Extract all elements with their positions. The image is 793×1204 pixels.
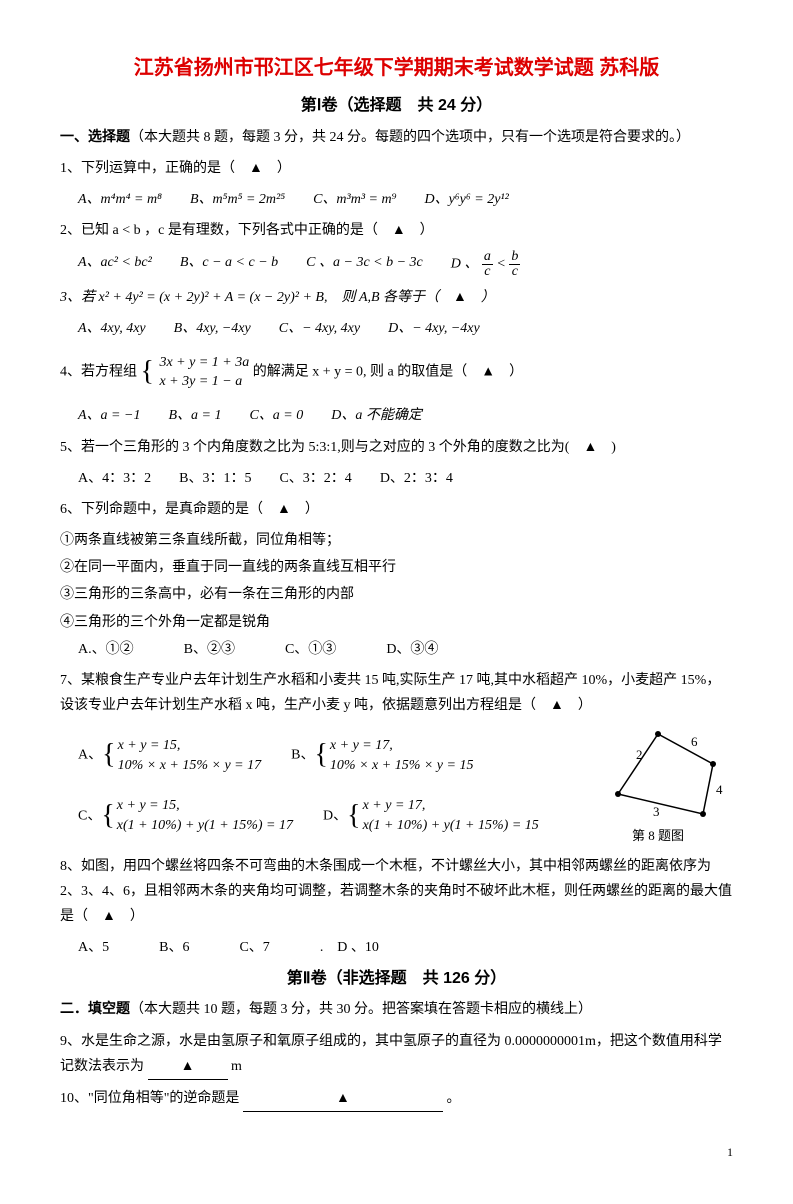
q2-d-lt: < bbox=[496, 256, 509, 271]
q2-opt-c: C 、a − 3c < b − 3c bbox=[306, 250, 423, 279]
q6-opt-d: D、③④ bbox=[386, 637, 438, 662]
q8-figure: 2 6 4 3 第 8 题图 bbox=[583, 724, 733, 847]
q7-a-l1: x + y = 15, bbox=[118, 736, 262, 756]
q2-opt-b: B、c − a < c − b bbox=[180, 250, 278, 279]
exam-title: 江苏省扬州市邗江区七年级下学期期末考试数学试题 苏科版 bbox=[60, 50, 733, 86]
q7-c-l1: x + y = 15, bbox=[117, 796, 293, 816]
q2-d-d2: c bbox=[509, 265, 520, 279]
q4-options: A、a = −1 B、a = 1 C、a = 0 D、a 不能确定 bbox=[78, 403, 733, 428]
q7-opt-d: D、{x + y = 17,x(1 + 10%) + y(1 + 15%) = … bbox=[323, 791, 539, 841]
q4-opt-c: C、a = 0 bbox=[249, 403, 303, 428]
fig-label-3: 3 bbox=[653, 804, 660, 819]
q5-opt-b: B、3：1：5 bbox=[179, 466, 251, 491]
q3-opt-b: B、4xy, −4xy bbox=[174, 316, 251, 341]
part2-header: 第Ⅱ卷（非选择题 共 126 分） bbox=[60, 965, 733, 994]
q3-stem: 3、若 x² + 4y² = (x + 2y)² + A = (x − 2y)²… bbox=[60, 285, 733, 310]
q7-options: A、{x + y = 15,10% × x + 15% × y = 17 B、{… bbox=[60, 724, 573, 847]
q4-post: 的解满足 x + y = 0, 则 a 的取值是（ ▲ ） bbox=[253, 364, 523, 379]
q2-opt-a: A、ac² < bc² bbox=[78, 250, 152, 279]
q9: 9、水是生命之源，水是由氢原子和氧原子组成的，其中氢原子的直径为 0.00000… bbox=[60, 1029, 733, 1080]
q4: 4、若方程组 { 3x + y = 1 + 3a x + 3y = 1 − a … bbox=[60, 347, 733, 397]
q3-options: A、4xy, 4xy B、4xy, −4xy C、− 4xy, 4xy D、− … bbox=[78, 316, 733, 341]
q7-stem: 7、某粮食生产专业户去年计划生产水稻和小麦共 15 吨,实际生产 17 吨,其中… bbox=[60, 668, 733, 718]
q5-stem: 5、若一个三角形的 3 个内角度数之比为 5:3:1,则与之对应的 3 个外角的… bbox=[60, 435, 733, 460]
q7-opt-b: B、{x + y = 17,10% × x + 15% × y = 15 bbox=[291, 730, 473, 780]
q4-opt-a: A、a = −1 bbox=[78, 403, 140, 428]
q10-tail: 。 bbox=[446, 1091, 460, 1106]
q3-opt-c: C、− 4xy, 4xy bbox=[279, 316, 360, 341]
q6-s3: ③三角形的三条高中，必有一条在三角形的内部 bbox=[60, 582, 733, 607]
q4-eq2: x + 3y = 1 − a bbox=[159, 372, 249, 392]
q3-opt-a: A、4xy, 4xy bbox=[78, 316, 146, 341]
q5-opt-c: C、3：2：4 bbox=[279, 466, 351, 491]
q1-stem: 1、下列运算中，正确的是（ ▲ ） bbox=[60, 156, 733, 181]
q8-opt-a: A、5 bbox=[78, 935, 109, 960]
q7-opt-c: C、{x + y = 15,x(1 + 10%) + y(1 + 15%) = … bbox=[78, 791, 293, 841]
q2-options: A、ac² < bc² B、c − a < c − b C 、a − 3c < … bbox=[78, 250, 733, 279]
section1-head: 一、选择题 bbox=[60, 130, 130, 145]
q1-options: A、m⁴m⁴ = m⁸ B、m⁵m⁵ = 2m²⁵ C、m³m³ = m⁹ D、… bbox=[78, 187, 733, 212]
q6-s1: ①两条直线被第三条直线所截，同位角相等； bbox=[60, 528, 733, 553]
q2-d-pre: D 、 bbox=[451, 256, 479, 271]
q3-opt-d: D、− 4xy, −4xy bbox=[388, 316, 480, 341]
q6-options: A.、①② B、②③ C、①③ D、③④ bbox=[78, 637, 733, 662]
q5-opt-a: A、4：3：2 bbox=[78, 466, 151, 491]
q2-d-n2: b bbox=[509, 250, 520, 265]
q8-options: A、5 B、6 C、7 . D 、10 bbox=[78, 935, 733, 960]
q1-opt-a: A、m⁴m⁴ = m⁸ bbox=[78, 187, 162, 212]
fig-label-2: 2 bbox=[636, 747, 643, 762]
q4-system: 3x + y = 1 + 3a x + 3y = 1 − a bbox=[159, 353, 249, 392]
q8-opt-c: C、7 bbox=[239, 935, 269, 960]
q4-opt-d: D、a 不能确定 bbox=[331, 403, 422, 428]
q10-stem: 10、"同位角相等"的逆命题是 bbox=[60, 1091, 239, 1106]
q6-opt-c: C、①③ bbox=[285, 637, 336, 662]
part1-header: 第Ⅰ卷（选择题 共 24 分） bbox=[60, 92, 733, 121]
q8-opt-d: . D 、10 bbox=[320, 935, 379, 960]
q2-d-d1: c bbox=[482, 265, 493, 279]
q7-d-l2: x(1 + 10%) + y(1 + 15%) = 15 bbox=[363, 816, 539, 836]
q9-unit: m bbox=[231, 1059, 242, 1074]
q4-opt-b: B、a = 1 bbox=[168, 403, 221, 428]
section2-head: 二．填空题 bbox=[60, 1002, 130, 1017]
q8-opt-b: B、6 bbox=[159, 935, 189, 960]
q2-stem: 2、已知 a < b ，c 是有理数，下列各式中正确的是（ ▲ ） bbox=[60, 218, 733, 243]
q2-d-n1: a bbox=[482, 250, 493, 265]
q6-s4: ④三角形的三个外角一定都是锐角 bbox=[60, 610, 733, 635]
section1: 一、选择题（本大题共 8 题，每题 3 分，共 24 分。每题的四个选项中，只有… bbox=[60, 125, 733, 150]
q7-a-l2: 10% × x + 15% × y = 17 bbox=[118, 756, 262, 776]
section2: 二．填空题（本大题共 10 题，每题 3 分，共 30 分。把答案填在答题卡相应… bbox=[60, 997, 733, 1022]
q4-eq1: 3x + y = 1 + 3a bbox=[159, 353, 249, 373]
section2-note: （本大题共 10 题，每题 3 分，共 30 分。把答案填在答题卡相应的横线上） bbox=[130, 1002, 592, 1017]
brace-icon: { bbox=[141, 347, 154, 397]
q5-opt-d: D、2：3：4 bbox=[380, 466, 453, 491]
q2-opt-d: D 、 ac < bc bbox=[451, 250, 521, 279]
q6-opt-b: B、②③ bbox=[184, 637, 235, 662]
q6-stem: 6、下列命题中，是真命题的是（ ▲ ） bbox=[60, 497, 733, 522]
q5-options: A、4：3：2 B、3：1：5 C、3：2：4 D、2：3：4 bbox=[78, 466, 733, 491]
fig-label-6: 6 bbox=[691, 734, 698, 749]
q7-d-l1: x + y = 17, bbox=[363, 796, 539, 816]
section1-note: （本大题共 8 题，每题 3 分，共 24 分。每题的四个选项中，只有一个选项是… bbox=[130, 130, 690, 145]
q4-pre: 4、若方程组 bbox=[60, 364, 137, 379]
q6-s2: ②在同一平面内，垂直于同一直线的两条直线互相平行 bbox=[60, 555, 733, 580]
quadrilateral-icon: 2 6 4 3 bbox=[588, 724, 728, 824]
q10: 10、"同位角相等"的逆命题是 ▲ 。 bbox=[60, 1086, 733, 1112]
q7-b-l1: x + y = 17, bbox=[330, 736, 474, 756]
q8-stem: 8、如图，用四个螺丝将四条不可弯曲的木条围成一个木框，不计螺丝大小，其中相邻两螺… bbox=[60, 854, 733, 930]
fig-label-4: 4 bbox=[716, 782, 723, 797]
q7-row: A、{x + y = 15,10% × x + 15% × y = 17 B、{… bbox=[60, 724, 733, 847]
q7-b-l2: 10% × x + 15% × y = 15 bbox=[330, 756, 474, 776]
q7-c-l2: x(1 + 10%) + y(1 + 15%) = 17 bbox=[117, 816, 293, 836]
page-number: 1 bbox=[60, 1142, 733, 1164]
q7-opt-a: A、{x + y = 15,10% × x + 15% × y = 17 bbox=[78, 730, 261, 780]
q1-opt-b: B、m⁵m⁵ = 2m²⁵ bbox=[190, 187, 285, 212]
q1-opt-c: C、m³m³ = m⁹ bbox=[313, 187, 396, 212]
q10-blank: ▲ bbox=[243, 1086, 443, 1112]
q6-opt-a: A.、①② bbox=[78, 637, 134, 662]
q1-opt-d: D、y⁶y⁶ = 2y¹² bbox=[424, 187, 508, 212]
q9-blank: ▲ bbox=[148, 1054, 228, 1080]
fig-caption: 第 8 题图 bbox=[583, 824, 733, 847]
